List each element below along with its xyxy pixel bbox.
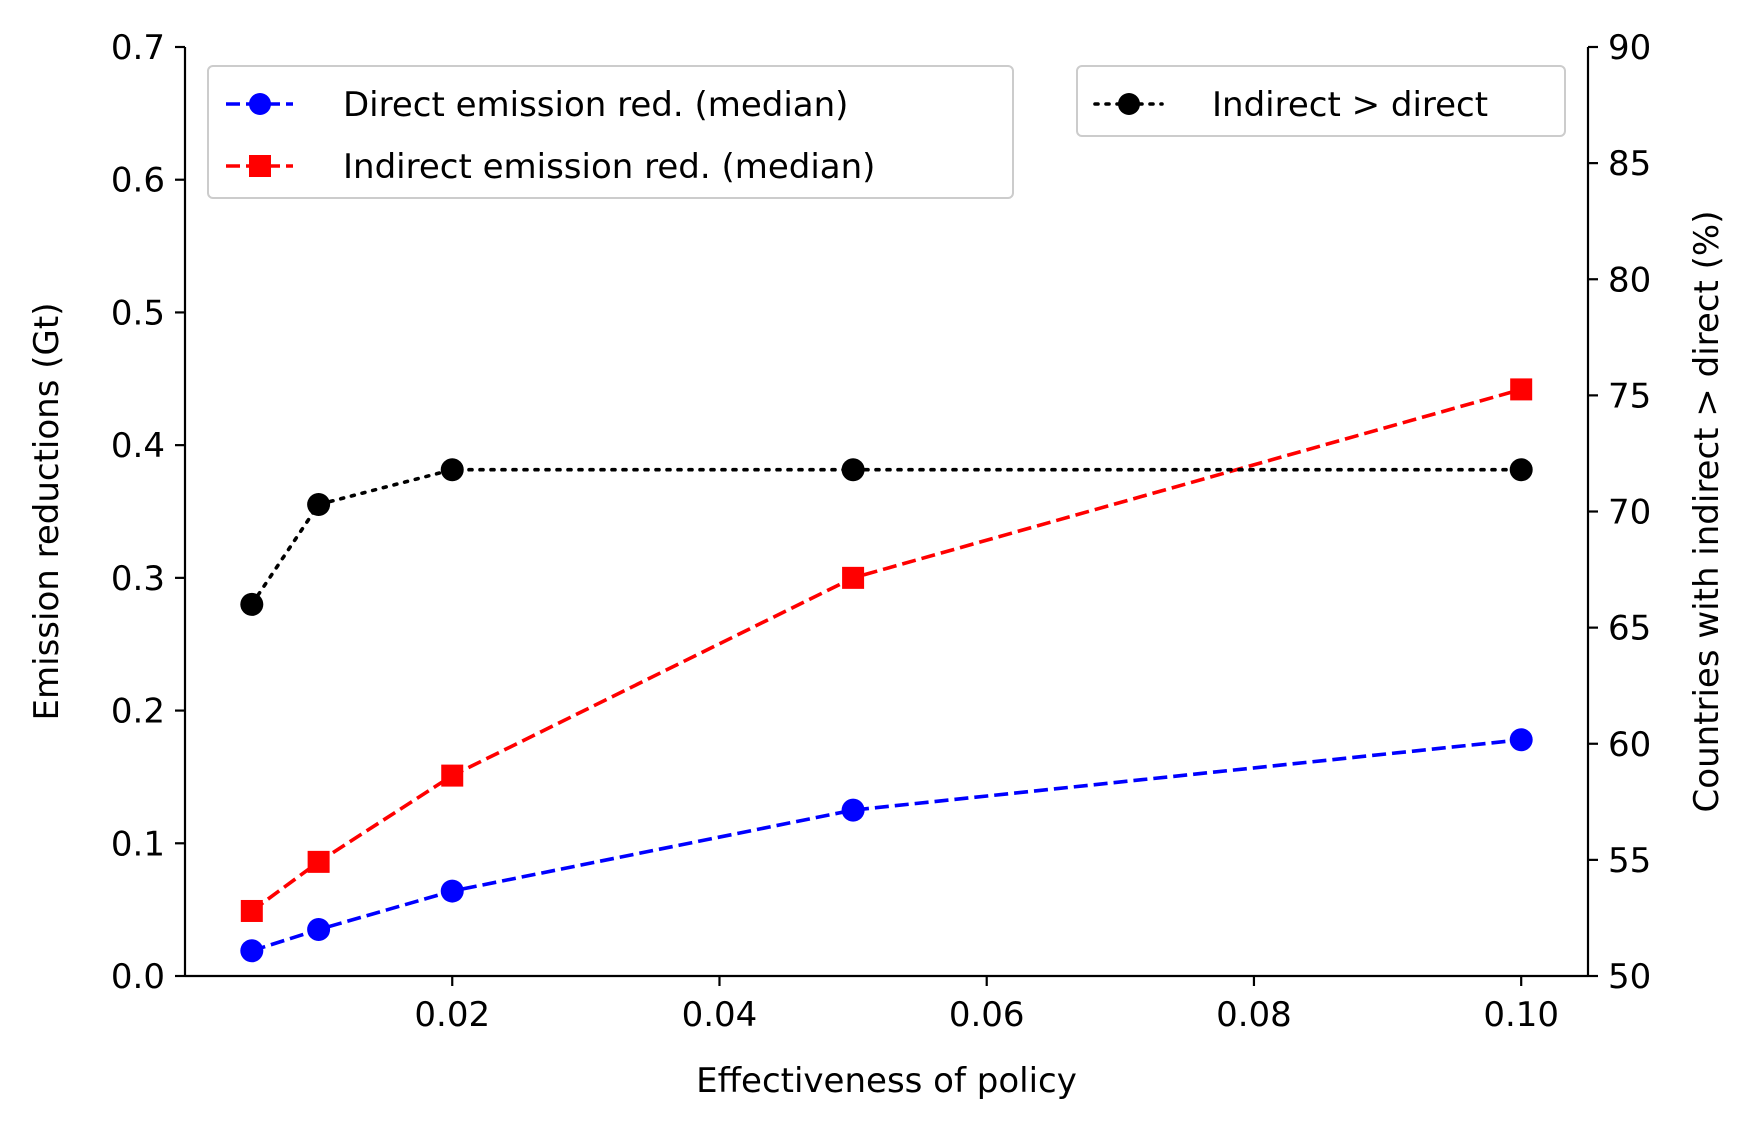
data-point: [440, 879, 464, 903]
y2-tick-label: 75: [1608, 376, 1651, 416]
legends: Direct emission red. (median) Indirect em…: [207, 65, 1566, 199]
series-1: [240, 728, 1533, 963]
legend-marker: [249, 93, 271, 115]
y-tick-label: 0.5: [111, 293, 165, 333]
data-point: [841, 458, 865, 482]
x-tick-label: 0.02: [414, 995, 490, 1035]
y-tick-label: 0.0: [111, 957, 165, 997]
data-point: [240, 592, 264, 616]
y2-tick-label: 65: [1608, 609, 1651, 649]
y-tick-label: 0.4: [111, 426, 165, 466]
data-point: [1510, 378, 1533, 401]
data-point: [240, 899, 263, 922]
x-tick-label: 0.08: [1216, 995, 1292, 1035]
legend-frame: [207, 65, 1014, 199]
series-layer: [240, 378, 1533, 963]
x-axis-title: Effectiveness of policy: [696, 1061, 1077, 1101]
series-3: [240, 458, 1533, 616]
legend-label: Indirect > direct: [1212, 85, 1488, 125]
y2-tick-label: 90: [1608, 28, 1651, 68]
x-tick-label: 0.06: [949, 995, 1025, 1035]
y2-tick-label: 70: [1608, 493, 1651, 533]
y-tick-label: 0.2: [111, 692, 165, 732]
legend-label: Indirect emission red. (median): [343, 147, 875, 187]
data-point: [441, 764, 464, 787]
legend-entry: Indirect > direct: [1093, 85, 1488, 125]
y-tick-label: 0.6: [111, 161, 165, 201]
legend-frame: [1076, 65, 1566, 137]
axes: 0.02 0.04 0.06 0.08 0.10 0.0 0.1 0.2 0.3 0.4 0.5 0.…: [111, 28, 1651, 1035]
y-tick-label: 0.3: [111, 559, 165, 599]
legend-entry: Indirect emission red. (median): [226, 147, 875, 187]
x-tick-label: 0.10: [1483, 995, 1559, 1035]
y2-axis-title: Countries with indirect > direct (%): [1687, 211, 1727, 813]
y2-tick-label: 80: [1608, 260, 1651, 300]
legend-left: Direct emission red. (median) Indirect em…: [207, 65, 1014, 199]
y2-tick-label: 85: [1608, 144, 1651, 184]
series-2: [240, 378, 1533, 922]
data-point: [1509, 458, 1533, 482]
data-point: [307, 493, 331, 517]
legend-entry: Direct emission red. (median): [226, 85, 848, 125]
legend-label: Direct emission red. (median): [343, 85, 848, 125]
y2-tick-label: 60: [1608, 725, 1651, 765]
legend-marker: [249, 155, 271, 177]
y-axis-title: Emission reductions (Gt): [27, 303, 67, 721]
x-tick-label: 0.04: [682, 995, 758, 1035]
data-point: [240, 939, 264, 963]
legend-right: Indirect > direct: [1076, 65, 1566, 137]
legend-marker: [1118, 93, 1140, 115]
y-tick-label: 0.1: [111, 824, 165, 864]
series-line: [250, 467, 1523, 607]
data-point: [307, 850, 330, 873]
data-point: [1509, 728, 1533, 752]
y-tick-label: 0.7: [111, 28, 165, 68]
y2-tick-label: 55: [1608, 841, 1651, 881]
data-point: [307, 918, 331, 942]
data-point: [841, 798, 865, 822]
y2-tick-label: 50: [1608, 957, 1651, 997]
data-point: [842, 566, 865, 589]
data-point: [440, 458, 464, 482]
